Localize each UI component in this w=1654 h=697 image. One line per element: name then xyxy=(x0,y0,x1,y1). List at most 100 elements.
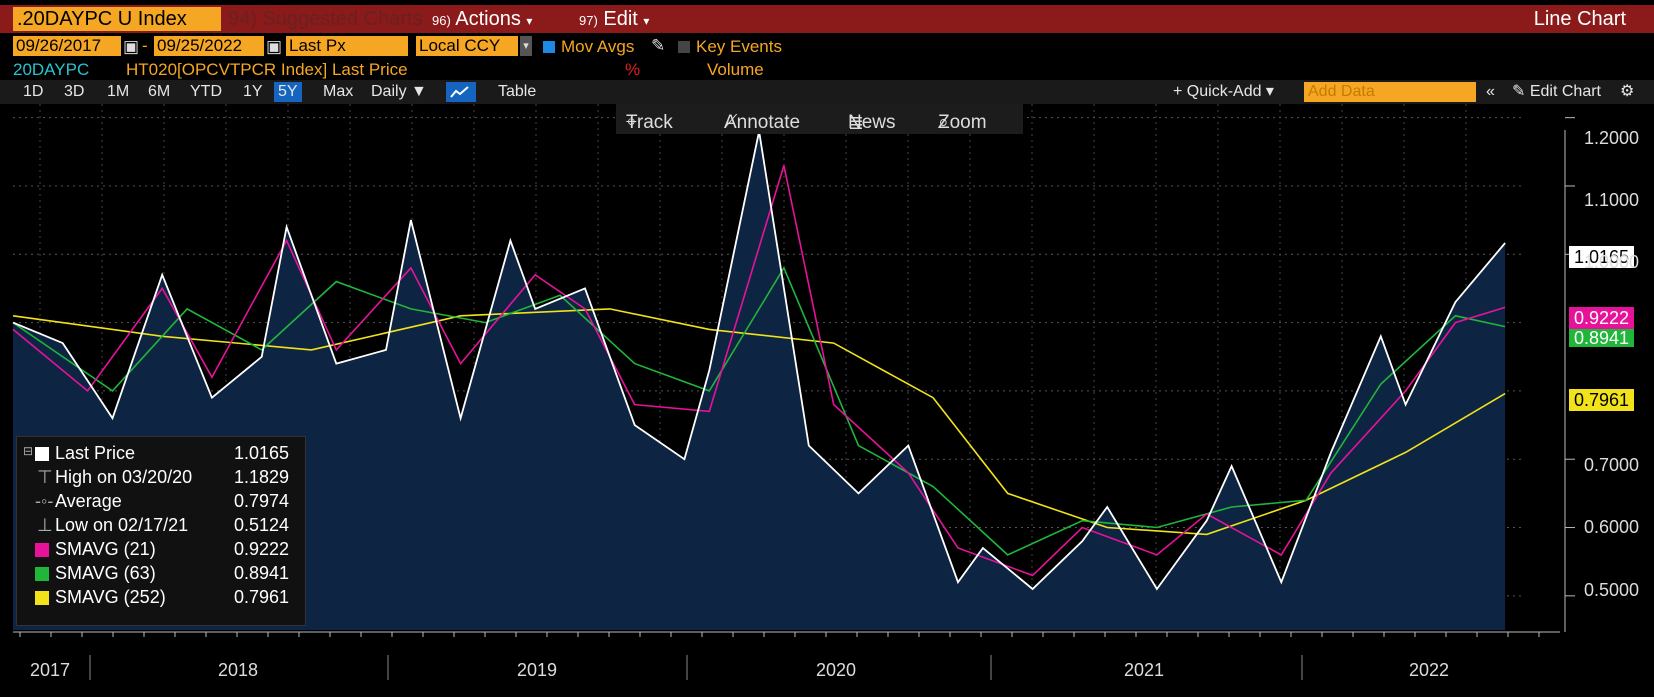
line-chart-icon[interactable] xyxy=(446,82,476,102)
y-tick-label: 1.2000 xyxy=(1584,128,1640,148)
track-label: Track xyxy=(626,112,673,133)
percent-label[interactable]: % xyxy=(625,60,641,79)
pencil-icon[interactable]: ✎ xyxy=(651,36,666,55)
suggested-charts-button[interactable]: 94) Suggested Charts xyxy=(228,7,423,31)
period-5y[interactable]: 5Y xyxy=(274,82,302,102)
legend-sma21-value: 0.9222 xyxy=(233,539,289,559)
low-marker-icon: ⊥ xyxy=(37,515,53,535)
actions-button[interactable]: 96) Actions ▾ xyxy=(432,7,532,31)
last-price-area xyxy=(13,131,1506,631)
field-select[interactable]: Last Px xyxy=(286,36,408,56)
chevron-down-icon: ▾ xyxy=(643,14,650,28)
key-events-label: Key Events xyxy=(696,37,782,56)
mov-avgs-toggle[interactable]: Mov Avgs xyxy=(543,37,634,57)
legend-last-value: 1.0165 xyxy=(233,443,289,463)
quick-add-button[interactable]: + Quick-Add ▾ xyxy=(1173,83,1274,100)
news-label: News xyxy=(848,112,896,133)
frequency-select[interactable]: Daily ▼ xyxy=(371,83,427,100)
actions-label: Actions xyxy=(455,8,521,30)
legend-row-avg: -◦- Average 0.7974 xyxy=(25,491,297,513)
calendar-icon[interactable]: ▣ xyxy=(266,37,283,56)
legend-sma252-value: 0.7961 xyxy=(233,587,289,607)
swatch-sma252 xyxy=(35,591,49,605)
news-icon: ≣ xyxy=(848,113,864,134)
chevron-down-icon[interactable]: ▾ xyxy=(520,36,532,56)
period-max[interactable]: Max xyxy=(323,83,354,100)
legend-row-last[interactable]: ⊟ Last Price 1.0165 xyxy=(23,443,297,465)
legend-last-label: Last Price xyxy=(55,443,136,463)
x-tick-label: 2022 xyxy=(1409,660,1450,680)
gear-icon[interactable]: ⚙ xyxy=(1620,83,1635,100)
tag-sma63: 0.8941 xyxy=(1569,329,1635,347)
series-name: 20DAYPC xyxy=(13,60,90,79)
annotate-label: Annotate xyxy=(724,112,801,133)
date-separator: - xyxy=(142,36,148,55)
legend-high-label: High on 03/20/20 xyxy=(55,467,193,487)
y-tick-label: 0.6000 xyxy=(1584,517,1640,537)
tag-sma252: 0.7961 xyxy=(1569,389,1635,411)
period-6m[interactable]: 6M xyxy=(148,83,171,100)
legend-high-value: 1.1829 xyxy=(233,467,289,487)
legend-panel: ⊟ Last Price 1.0165 ⊤ High on 03/20/20 1… xyxy=(16,436,306,626)
period-1m[interactable]: 1M xyxy=(107,83,130,100)
magnifier-icon: ⌕ xyxy=(938,112,949,133)
table-tab[interactable]: Table xyxy=(498,83,537,100)
y-tick-label: 1.0000 xyxy=(1584,252,1640,272)
mov-avgs-label: Mov Avgs xyxy=(561,37,635,56)
legend-row-sma63[interactable]: SMAVG (63) 0.8941 xyxy=(25,563,297,585)
suggested-label: Suggested Charts xyxy=(262,8,423,30)
high-marker-icon: ⊤ xyxy=(37,467,53,487)
x-tick-label: 2021 xyxy=(1124,660,1165,680)
checkbox-checked-icon xyxy=(543,41,555,53)
x-tick-label: 2020 xyxy=(816,660,857,680)
period-toolbar: 1D 3D 1M 6M YTD 1Y 5Y Max Daily ▼ Table … xyxy=(0,80,1654,104)
period-3d[interactable]: 3D xyxy=(64,83,85,100)
period-1d[interactable]: 1D xyxy=(23,83,44,100)
legend-sma21-label: SMAVG (21) xyxy=(55,539,156,559)
collapse-icon[interactable]: « xyxy=(1486,83,1495,100)
edit-chart-label: Edit Chart xyxy=(1529,83,1601,100)
edit-label: Edit xyxy=(603,8,638,30)
volume-label[interactable]: Volume xyxy=(707,60,764,79)
date-to-field[interactable]: 09/25/2022 xyxy=(154,36,264,56)
legend-row-sma21[interactable]: SMAVG (21) 0.9222 xyxy=(25,539,297,561)
pencil-icon: ✎ xyxy=(1512,83,1526,100)
y-tick-label: 0.5000 xyxy=(1584,580,1640,600)
legend-low-value: 0.5124 xyxy=(233,515,289,535)
actions-num: 96) xyxy=(432,13,451,28)
tag-last-price: 1.0165 xyxy=(1569,246,1635,268)
controls-row: 09/26/2017 ▣ - 09/25/2022 ▣ Last Px Loca… xyxy=(0,35,1654,57)
edit-button[interactable]: 97) Edit ▾ xyxy=(579,7,649,31)
legend-avg-value: 0.7974 xyxy=(233,491,289,511)
collapse-box-icon[interactable]: ⊟ xyxy=(23,444,34,458)
swatch-sma63 xyxy=(35,567,49,581)
sma252-line xyxy=(12,308,1506,536)
legend-row-sma252[interactable]: SMAVG (252) 0.7961 xyxy=(25,587,297,609)
calendar-icon[interactable]: ▣ xyxy=(123,37,140,56)
y-tick-label: 0.7000 xyxy=(1584,455,1640,475)
date-from-field[interactable]: 09/26/2017 xyxy=(13,36,121,56)
key-events-toggle[interactable]: Key Events xyxy=(678,37,782,57)
add-data-input[interactable]: Add Data xyxy=(1304,82,1476,102)
legend-row-high: ⊤ High on 03/20/20 1.1829 xyxy=(25,467,297,489)
period-ytd[interactable]: YTD xyxy=(190,83,222,100)
legend-sma63-value: 0.8941 xyxy=(233,563,289,583)
suggested-num: 94) xyxy=(228,8,257,30)
average-marker-icon: -◦- xyxy=(35,491,54,511)
tag-sma21: 0.9222 xyxy=(1569,307,1635,329)
series-row: 20DAYPC HT020[OPCVTPCR Index] Last Price… xyxy=(0,58,1654,80)
y-tick-label: 1.1000 xyxy=(1584,190,1640,210)
period-1y[interactable]: 1Y xyxy=(243,83,263,100)
chart-tools: ⌖ Track ⟋ Annotate ≣ News ⌕ Zoom xyxy=(616,104,1023,134)
legend-low-label: Low on 02/17/21 xyxy=(55,515,189,535)
swatch-sma21 xyxy=(35,543,49,557)
chart-type-label: Line Chart xyxy=(1533,8,1626,30)
edit-chart-button[interactable]: ✎ Edit Chart xyxy=(1512,82,1601,102)
currency-select[interactable]: Local CCY xyxy=(416,36,518,56)
crosshair-icon: ⌖ xyxy=(626,112,637,133)
ticker-field[interactable]: .20DAYPC U Index xyxy=(13,7,221,31)
x-tick-label: 2017 xyxy=(30,660,71,680)
series-desc[interactable]: HT020[OPCVTPCR Index] Last Price xyxy=(126,60,408,79)
header-bar xyxy=(0,5,1654,33)
swatch-last xyxy=(35,447,49,461)
